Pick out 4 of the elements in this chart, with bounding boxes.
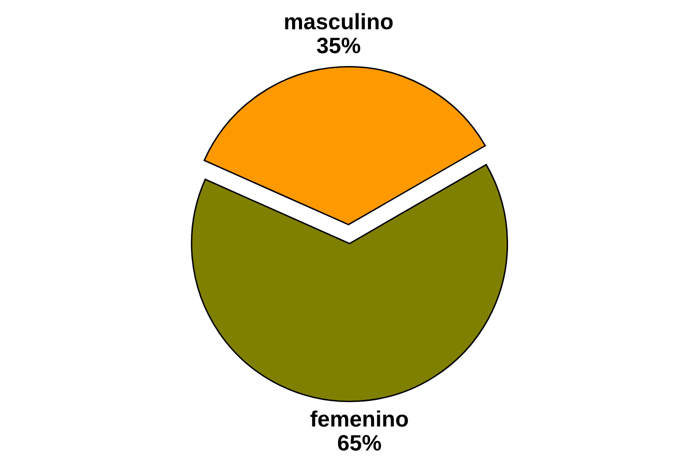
slice-label: masculino <box>285 13 393 30</box>
slice-label: femenino <box>310 410 408 427</box>
data-label: 35% <box>316 38 360 54</box>
data-label: 65% <box>338 434 382 451</box>
